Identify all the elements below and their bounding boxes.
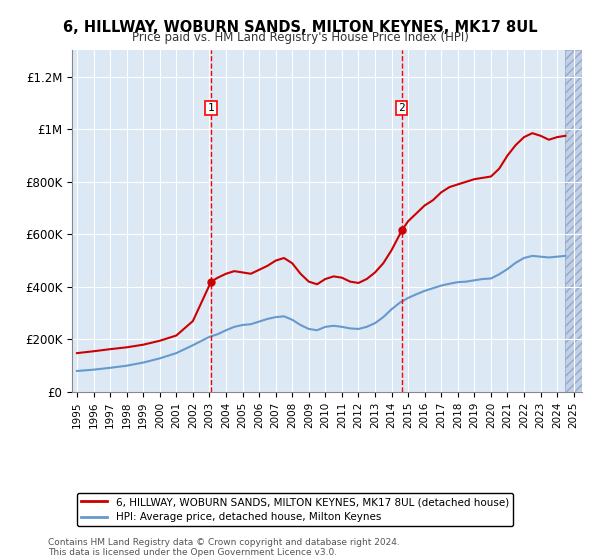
Text: 2: 2 [398,103,405,113]
Text: Price paid vs. HM Land Registry's House Price Index (HPI): Price paid vs. HM Land Registry's House … [131,31,469,44]
Text: 6, HILLWAY, WOBURN SANDS, MILTON KEYNES, MK17 8UL: 6, HILLWAY, WOBURN SANDS, MILTON KEYNES,… [62,20,538,35]
Legend: 6, HILLWAY, WOBURN SANDS, MILTON KEYNES, MK17 8UL (detached house), HPI: Average: 6, HILLWAY, WOBURN SANDS, MILTON KEYNES,… [77,493,513,526]
Text: Contains HM Land Registry data © Crown copyright and database right 2024.
This d: Contains HM Land Registry data © Crown c… [48,538,400,557]
Text: 1: 1 [208,103,214,113]
